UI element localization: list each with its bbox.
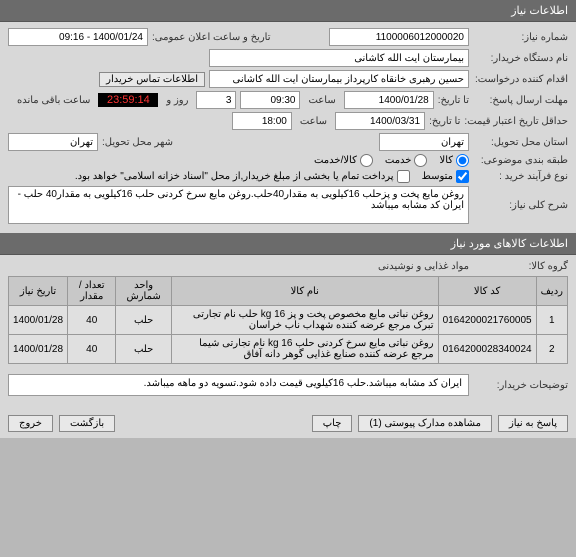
days-label: روز و [166,95,188,106]
delivery-city-input[interactable] [8,133,98,151]
category-service-radio[interactable] [414,154,427,167]
table-header-row: ردیف کد کالا نام کالا واحد شمارش تعداد /… [9,277,568,306]
back-button[interactable]: بازگشت [59,415,115,432]
table-cell: روغن نباتی مایع مخصوص پخت و پز 16 kg حلب… [171,306,438,335]
buyer-org-label: نام دستگاه خریدار: [473,53,568,64]
table-row: 10164200021760005روغن نباتی مایع مخصوص پ… [9,306,568,335]
need-no-input[interactable] [329,28,469,46]
date-label-2: تا تاریخ: [429,116,460,127]
buyer-notes-label: توضیحات خریدار: [473,380,568,391]
delivery-prov-input[interactable] [379,133,469,151]
announce-time-input[interactable] [8,28,148,46]
partial-pay-checkbox[interactable] [397,170,410,183]
reply-button[interactable]: پاسخ به نیاز [498,415,568,432]
items-table: ردیف کد کالا نام کالا واحد شمارش تعداد /… [8,276,568,364]
table-cell: 2 [536,335,567,364]
price-date-input[interactable] [335,112,425,130]
table-cell: روغن نباتی مایع سرخ کردنی حلب 16 kg نام … [171,335,438,364]
requester-input[interactable] [209,70,469,88]
requester-label: اقدام کننده درخواست: [473,74,568,85]
reply-deadline-label: مهلت ارسال پاسخ: [473,95,568,106]
announce-time-label: تاریخ و ساعت اعلان عمومی: [152,32,271,43]
table-cell: 40 [68,335,116,364]
general-desc-textarea[interactable]: روغن مایع پخت و پزحلب 16کیلویی به مقدار4… [8,186,469,224]
goods-group-label: گروه کالا: [473,261,568,272]
time-label-2: ساعت [300,116,327,127]
exit-button[interactable]: خروج [8,415,53,432]
attachments-button[interactable]: مشاهده مدارک پیوستی (1) [358,415,492,432]
footer-buttons: پاسخ به نیاز مشاهده مدارک پیوستی (1) چاپ… [0,409,576,438]
countdown-display: 23:59:14 [98,93,158,107]
col-qty: تعداد / مقدار [68,277,116,306]
buyer-org-input[interactable] [209,49,469,67]
time-label-1: ساعت [308,95,335,106]
medium-checkbox[interactable] [456,170,469,183]
items-section-header: اطلاعات کالاهای مورد نیاز [0,233,576,255]
days-input[interactable] [196,91,236,109]
table-cell: 40 [68,306,116,335]
table-cell: 0164200021760005 [438,306,536,335]
reply-time-input[interactable] [240,91,300,109]
col-date: تاریخ نیاز [9,277,68,306]
price-time-input[interactable] [232,112,292,130]
col-unit: واحد شمارش [116,277,172,306]
delivery-prov-label: استان محل تحویل: [473,137,568,148]
col-row-no: ردیف [536,277,567,306]
purchase-type-label: نوع فرآیند خرید : [473,171,568,182]
medium-option[interactable]: متوسط [422,170,469,183]
items-section-body: گروه کالا: مواد غذایی و نوشیدنی ردیف کد … [0,255,576,409]
category-both-option[interactable]: کالا/خدمت [314,154,373,167]
table-cell: حلب [116,335,172,364]
buyer-contact-button[interactable]: اطلاعات تماس خریدار [99,72,205,87]
price-validity-label: حداقل تاریخ اعتبار قیمت: [464,116,568,127]
category-goods-option[interactable]: کالا [439,154,469,167]
col-code: کد کالا [438,277,536,306]
category-radio-group: کالا خدمت کالا/خدمت [314,154,469,167]
table-cell: 1400/01/28 [9,335,68,364]
print-button[interactable]: چاپ [312,415,353,432]
category-both-radio[interactable] [360,154,373,167]
purchase-type-group: متوسط پرداخت تمام یا بخشی از مبلغ خریدار… [75,170,469,183]
category-service-option[interactable]: خدمت [385,154,428,167]
info-section-header: اطلاعات نیاز [0,0,576,22]
table-row: 20164200028340024روغن نباتی مایع سرخ کرد… [9,335,568,364]
remaining-label: ساعت باقی مانده [17,95,90,106]
table-cell: حلب [116,306,172,335]
general-desc-label: شرح کلی نیاز: [473,200,568,211]
category-goods-radio[interactable] [456,154,469,167]
table-cell: 1 [536,306,567,335]
date-label: تا تاریخ: [438,95,469,106]
col-name: نام کالا [171,277,438,306]
table-cell: 1400/01/28 [9,306,68,335]
goods-group-value: مواد غذایی و نوشیدنی [378,261,469,272]
buyer-notes-box: ایران کد مشابه میباشد.حلب 16کیلویی قیمت … [8,374,469,396]
delivery-city-label: شهر محل تحویل: [102,137,173,148]
partial-pay-option[interactable]: پرداخت تمام یا بخشی از مبلغ خریدار,از مح… [75,170,410,183]
reply-date-input[interactable] [344,91,434,109]
category-label: طبقه بندی موضوعی: [473,155,568,166]
table-cell: 0164200028340024 [438,335,536,364]
info-section-body: شماره نیاز: تاریخ و ساعت اعلان عمومی: نا… [0,22,576,233]
need-no-label: شماره نیاز: [473,32,568,43]
